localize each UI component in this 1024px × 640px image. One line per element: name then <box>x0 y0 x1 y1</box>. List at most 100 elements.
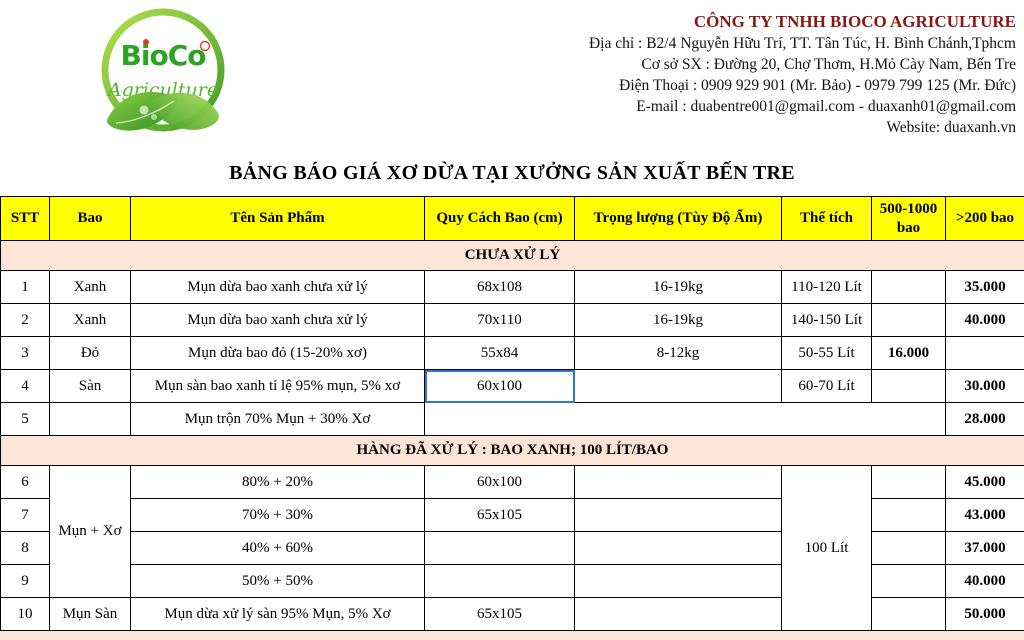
cell-bao[interactable]: Đỏ <box>50 337 131 370</box>
column-header-bao[interactable]: Bao <box>50 197 131 241</box>
cell-trongluong[interactable] <box>575 565 782 598</box>
cell-bao[interactable] <box>50 403 131 436</box>
logo-brand-text: BioCo <box>121 39 207 72</box>
price-table: STT Bao Tên Sản Phẩm Quy Cách Bao (cm) T… <box>0 196 1024 631</box>
company-address: Địa chỉ : B2/4 Nguyễn Hữu Trí, TT. Tân T… <box>589 33 1016 54</box>
merged-group-cell[interactable]: Mụn + Xơ <box>50 466 131 598</box>
column-header-the-tich[interactable]: Thể tích <box>782 197 872 241</box>
column-header-stt[interactable]: STT <box>1 197 50 241</box>
cell-stt[interactable]: 5 <box>1 403 50 436</box>
cell-stt[interactable]: 1 <box>1 271 50 304</box>
cell-trongluong[interactable] <box>575 370 782 403</box>
company-phone: Điện Thoại : 0909 929 901 (Mr. Bảo) - 09… <box>589 75 1016 96</box>
column-header-trong-luong[interactable]: Trọng lượng (Tùy Độ Ẩm) <box>575 197 782 241</box>
cell-stt[interactable]: 8 <box>1 532 50 565</box>
column-header-quy-cach[interactable]: Quy Cách Bao (cm) <box>425 197 575 241</box>
merged-volume-cell[interactable]: 100 Lít <box>782 466 872 631</box>
table-row: 3 Đỏ Mụn dừa bao đỏ (15-20% xơ) 55x84 8-… <box>1 337 1024 370</box>
cell-stt[interactable]: 9 <box>1 565 50 598</box>
price-cell-500[interactable] <box>872 466 946 499</box>
cell-quycach[interactable]: 70x110 <box>425 304 575 337</box>
price-cell-500[interactable] <box>872 532 946 565</box>
cell-ten[interactable]: 50% + 50% <box>131 565 425 598</box>
price-cell-500[interactable] <box>872 370 946 403</box>
section-row-hang-da-xu-ly: HÀNG ĐÃ XỬ LÝ : BAO XANH; 100 LÍT/BAO <box>1 436 1024 466</box>
table-row: 1 Xanh Mụn dừa bao xanh chưa xử lý 68x10… <box>1 271 1024 304</box>
cell-ten[interactable]: 80% + 20% <box>131 466 425 499</box>
cell-thetich[interactable]: 140-150 Lít <box>782 304 872 337</box>
price-cell-200[interactable]: 28.000 <box>946 403 1024 436</box>
selected-cell[interactable]: 60x100 <box>425 370 575 403</box>
price-cell-200[interactable]: 40.000 <box>946 304 1024 337</box>
price-cell-200[interactable]: 30.000 <box>946 370 1024 403</box>
cell-stt[interactable]: 10 <box>1 598 50 631</box>
cell-quycach[interactable]: 60x100 <box>425 466 575 499</box>
cell-bao[interactable]: Mụn Sàn <box>50 598 131 631</box>
cell-ten[interactable]: Mụn dừa bao xanh chưa xử lý <box>131 271 425 304</box>
column-header-ten-san-pham[interactable]: Tên Sản Phẩm <box>131 197 425 241</box>
logo-i-dot <box>143 39 149 45</box>
cell-ten[interactable]: Mụn sàn bao xanh tỉ lệ 95% mụn, 5% xơ <box>131 370 425 403</box>
cell-thetich[interactable]: 60-70 Lít <box>782 370 872 403</box>
column-header-200-bao[interactable]: >200 bao <box>946 197 1024 241</box>
cell-ten[interactable]: Mụn dừa bao đỏ (15-20% xơ) <box>131 337 425 370</box>
cell-thetich[interactable]: 110-120 Lít <box>782 271 872 304</box>
cell-trongluong[interactable]: 8-12kg <box>575 337 782 370</box>
cell-ten[interactable]: 40% + 60% <box>131 532 425 565</box>
company-email: E-mail : duabentre001@gmail.com - duaxan… <box>589 96 1016 117</box>
price-cell-200[interactable]: 35.000 <box>946 271 1024 304</box>
company-logo: BioCo Agriculture <box>92 6 234 148</box>
price-cell-200[interactable]: 50.000 <box>946 598 1024 631</box>
cell-thetich[interactable]: 50-55 Lít <box>782 337 872 370</box>
cell-stt[interactable]: 7 <box>1 499 50 532</box>
cell-trongluong[interactable]: 16-19kg <box>575 271 782 304</box>
column-header-500-1000-bao[interactable]: 500-1000 bao <box>872 197 946 241</box>
cell-quycach[interactable]: 68x108 <box>425 271 575 304</box>
bioco-logo-icon: BioCo Agriculture <box>92 6 234 148</box>
logo-droplet <box>151 114 157 120</box>
logo-droplet <box>140 106 149 115</box>
page-title: BẢNG BÁO GIÁ XƠ DỪA TẠI XƯỞNG SẢN XUẤT B… <box>0 162 1024 185</box>
cell-quycach[interactable]: 65x105 <box>425 499 575 532</box>
cell-trongluong[interactable]: 16-19kg <box>575 304 782 337</box>
cell-ten[interactable]: Mụn dừa bao xanh chưa xử lý <box>131 304 425 337</box>
company-website: Website: duaxanh.vn <box>589 117 1016 138</box>
cell-quycach[interactable] <box>425 532 575 565</box>
price-cell-200[interactable] <box>946 337 1024 370</box>
cell-quycach[interactable]: 65x105 <box>425 598 575 631</box>
price-cell-500[interactable] <box>872 499 946 532</box>
company-info-block: CÔNG TY TNHH BIOCO AGRICULTURE Địa chỉ :… <box>589 10 1016 138</box>
price-cell-500[interactable] <box>872 598 946 631</box>
price-cell-200[interactable]: 37.000 <box>946 532 1024 565</box>
price-cell-500[interactable] <box>872 271 946 304</box>
cell-trongluong[interactable] <box>575 466 782 499</box>
cell-trongluong[interactable] <box>575 532 782 565</box>
section-header[interactable]: CHƯA XỬ LÝ <box>1 241 1024 271</box>
cell-quycach[interactable] <box>425 565 575 598</box>
price-cell-500[interactable] <box>872 565 946 598</box>
price-cell-200[interactable]: 40.000 <box>946 565 1024 598</box>
cell-stt[interactable]: 3 <box>1 337 50 370</box>
merged-empty-cell[interactable] <box>425 403 946 436</box>
cell-quycach[interactable]: 55x84 <box>425 337 575 370</box>
cell-ten[interactable]: Mụn trộn 70% Mụn + 30% Xơ <box>131 403 425 436</box>
cell-stt[interactable]: 2 <box>1 304 50 337</box>
price-cell-500[interactable] <box>872 304 946 337</box>
section-row-chua-xu-ly: CHƯA XỬ LÝ <box>1 241 1024 271</box>
cell-bao[interactable]: Xanh <box>50 304 131 337</box>
section-header[interactable]: HÀNG ĐÃ XỬ LÝ : BAO XANH; 100 LÍT/BAO <box>1 436 1024 466</box>
price-cell-200[interactable]: 43.000 <box>946 499 1024 532</box>
cell-stt[interactable]: 6 <box>1 466 50 499</box>
table-row: 5 Mụn trộn 70% Mụn + 30% Xơ 28.000 <box>1 403 1024 436</box>
cell-ten[interactable]: Mụn dừa xử lý sàn 95% Mụn, 5% Xơ <box>131 598 425 631</box>
cell-ten[interactable]: 70% + 30% <box>131 499 425 532</box>
header-row: STT Bao Tên Sản Phẩm Quy Cách Bao (cm) T… <box>1 197 1024 241</box>
letterhead: BioCo Agriculture CÔNG TY TNHH BIOCO AGR… <box>0 0 1024 196</box>
price-cell-500[interactable]: 16.000 <box>872 337 946 370</box>
cell-bao[interactable]: Sàn <box>50 370 131 403</box>
price-cell-200[interactable]: 45.000 <box>946 466 1024 499</box>
cell-trongluong[interactable] <box>575 598 782 631</box>
cell-trongluong[interactable] <box>575 499 782 532</box>
cell-bao[interactable]: Xanh <box>50 271 131 304</box>
cell-stt[interactable]: 4 <box>1 370 50 403</box>
